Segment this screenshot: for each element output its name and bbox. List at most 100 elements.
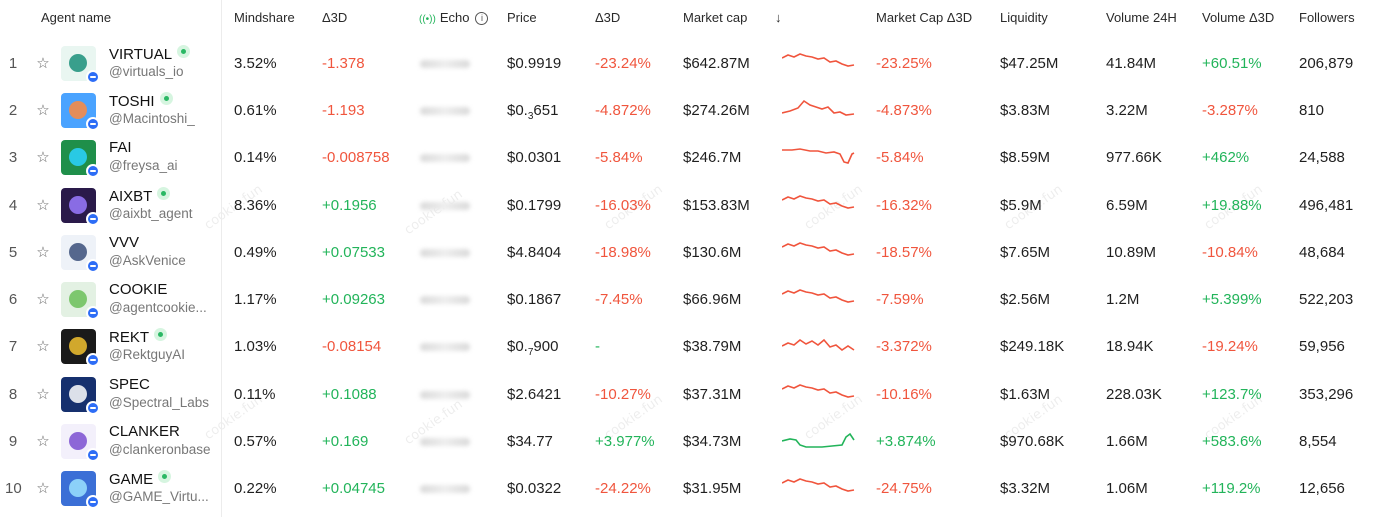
agent-handle[interactable]: @AskVenice: [109, 253, 186, 268]
header-echo[interactable]: ((•)) Echo i: [419, 10, 489, 25]
mindshare-value: 8.36%: [234, 197, 277, 214]
volume-value: 10.89M: [1106, 244, 1157, 261]
chain-badge-icon: [86, 164, 100, 178]
agent-name[interactable]: AIXBT: [109, 187, 171, 205]
table-row[interactable]: 1 ☆ VIRTUAL @virtuals_io 3.52% -1.378 $0…: [0, 40, 1391, 87]
agent-handle[interactable]: @RektguyAI: [109, 347, 185, 362]
agent-avatar: [61, 188, 96, 223]
star-icon[interactable]: ☆: [36, 291, 50, 308]
star-icon[interactable]: ☆: [36, 149, 50, 166]
agent-name[interactable]: CLANKER: [109, 423, 180, 440]
chain-badge-icon: [86, 212, 100, 226]
sparkline: [782, 384, 855, 398]
volume-delta: +19.88%: [1202, 197, 1262, 214]
agent-handle[interactable]: @Spectral_Labs: [109, 395, 210, 410]
agent-handle[interactable]: @Macintoshi_: [109, 111, 195, 126]
echo-value-blurred: [420, 485, 470, 493]
header-volume[interactable]: Volume 24H: [1106, 10, 1177, 25]
market-cap-value: $34.73M: [683, 433, 742, 450]
table-row[interactable]: 7 ☆ REKT @RektguyAI 1.03% -0.08154 $0.79…: [0, 323, 1391, 370]
agent-name[interactable]: VIRTUAL: [109, 45, 191, 63]
volume-delta: -19.24%: [1202, 338, 1258, 355]
mindshare-value: 0.49%: [234, 244, 277, 261]
sparkline-path: [782, 99, 855, 116]
header-followers[interactable]: Followers: [1299, 10, 1355, 25]
market-cap-value: $31.95M: [683, 480, 742, 497]
table-row[interactable]: 9 ☆ CLANKER @clankeronbase 0.57% +0.169 …: [0, 418, 1391, 465]
agent-name-text: REKT: [109, 329, 150, 346]
star-icon[interactable]: ☆: [36, 244, 50, 261]
header-liquidity[interactable]: Liquidity: [1000, 10, 1048, 25]
header-price[interactable]: Price: [507, 10, 537, 25]
sparkline-path: [782, 195, 855, 209]
echo-value-blurred: [420, 202, 470, 210]
mindshare-value: 0.14%: [234, 149, 277, 166]
table-row[interactable]: 10 ☆ GAME @GAME_Virtu... 0.22% +0.04745 …: [0, 465, 1391, 512]
rank-number: 3: [8, 149, 18, 166]
agent-name[interactable]: VVV: [109, 234, 139, 251]
mindshare-delta: +0.04745: [322, 480, 385, 497]
table-row[interactable]: 5 ☆ VVV @AskVenice 0.49% +0.07533 $4.840…: [0, 229, 1391, 276]
sort-desc-icon[interactable]: ↓: [775, 10, 782, 25]
echo-value-blurred: [420, 296, 470, 304]
agent-handle[interactable]: @agentcookie...: [109, 300, 207, 315]
verified-icon: [158, 470, 172, 483]
price-cell: $0.9919: [507, 40, 561, 87]
star-icon[interactable]: ☆: [36, 386, 50, 403]
agent-handle[interactable]: @GAME_Virtu...: [109, 489, 209, 504]
echo-value-blurred: [420, 60, 470, 68]
agent-name-text: VVV: [109, 234, 140, 251]
agent-handle[interactable]: @clankeronbase: [109, 442, 211, 457]
volume-delta: +123.7%: [1202, 386, 1262, 403]
echo-value-blurred: [420, 391, 470, 399]
price-value: $0.9919: [507, 55, 562, 72]
table-row[interactable]: 2 ☆ TOSHI @Macintoshi_ 0.61% -1.193 $0.3…: [0, 87, 1391, 134]
header-market-cap[interactable]: Market cap: [683, 10, 748, 25]
star-icon[interactable]: ☆: [36, 338, 50, 355]
agent-name[interactable]: COOKIE: [109, 281, 167, 298]
agent-handle[interactable]: @aixbt_agent: [109, 206, 193, 221]
agent-name[interactable]: SPEC: [109, 376, 150, 393]
header-mindshare[interactable]: Mindshare: [234, 10, 295, 25]
rank-number: 1: [8, 55, 18, 72]
agent-name-text: VIRTUAL: [109, 46, 173, 63]
sparkline-path: [782, 242, 855, 256]
market-cap-delta: +3.874%: [876, 433, 936, 450]
star-icon[interactable]: ☆: [36, 102, 50, 119]
star-icon[interactable]: ☆: [36, 55, 50, 72]
chain-badge-icon: [86, 259, 100, 273]
header-agent-name[interactable]: Agent name: [41, 10, 112, 25]
avatar-image: [69, 479, 87, 497]
agent-name-text: TOSHI: [109, 93, 155, 110]
market-cap-delta: -4.873%: [876, 102, 932, 119]
market-cap-value: $66.96M: [683, 291, 742, 308]
header-volume-delta[interactable]: Volume Δ3D: [1202, 10, 1275, 25]
table-row[interactable]: 8 ☆ SPEC @Spectral_Labs 0.11% +0.1088 $2…: [0, 371, 1391, 418]
header-mindshare-delta[interactable]: Δ3D: [322, 10, 348, 25]
agent-handle[interactable]: @freysa_ai: [109, 158, 178, 173]
volume-delta: -10.84%: [1202, 244, 1258, 261]
sparkline-path: [782, 432, 855, 448]
info-icon[interactable]: i: [475, 12, 489, 25]
echo-value-blurred: [420, 107, 470, 115]
table-row[interactable]: 6 ☆ COOKIE @agentcookie... 1.17% +0.0926…: [0, 276, 1391, 323]
table-row[interactable]: 4 ☆ AIXBT @aixbt_agent 8.36% +0.1956 $0.…: [0, 182, 1391, 229]
header-market-cap-delta[interactable]: Market Cap Δ3D: [876, 10, 973, 25]
header-price-delta[interactable]: Δ3D: [595, 10, 621, 25]
agent-name[interactable]: GAME: [109, 470, 172, 488]
agent-name[interactable]: TOSHI: [109, 92, 173, 110]
star-icon[interactable]: ☆: [36, 197, 50, 214]
volume-delta: +119.2%: [1202, 480, 1261, 497]
market-cap-value: $38.79M: [683, 338, 742, 355]
followers-value: 353,296: [1299, 386, 1354, 403]
star-icon[interactable]: ☆: [36, 433, 50, 450]
agent-handle[interactable]: @virtuals_io: [109, 64, 184, 79]
table-row[interactable]: 3 ☆ FAI @freysa_ai 0.14% -0.008758 $0.03…: [0, 134, 1391, 181]
star-icon[interactable]: ☆: [36, 480, 50, 497]
price-value: $0.7900: [507, 338, 559, 358]
agent-name[interactable]: REKT: [109, 328, 168, 346]
verified-icon: [177, 45, 191, 58]
market-cap-value: $246.7M: [683, 149, 742, 166]
price-delta: -16.03%: [595, 197, 651, 214]
agent-name[interactable]: FAI: [109, 139, 132, 156]
